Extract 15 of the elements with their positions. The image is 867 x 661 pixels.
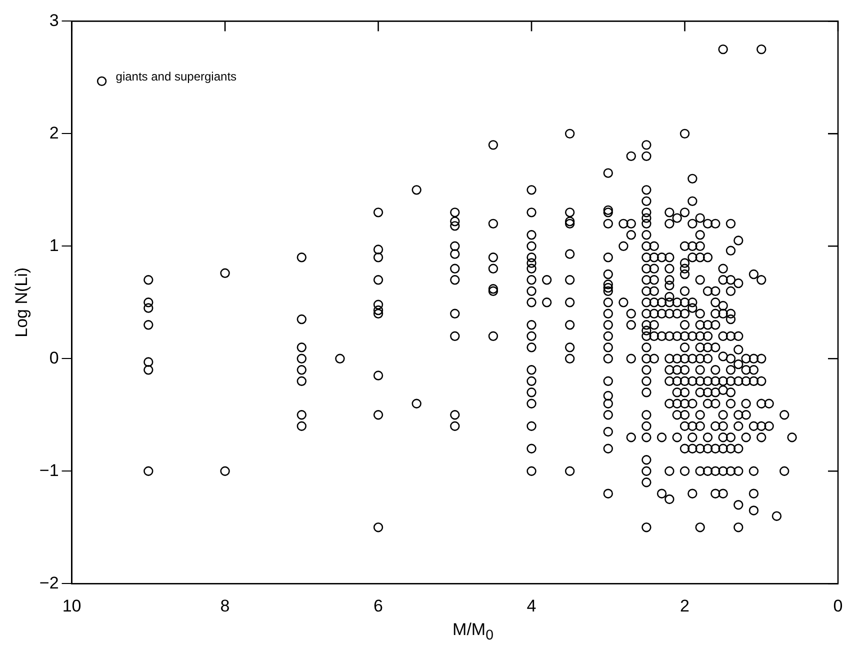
y-axis-title: Log N(Li) — [12, 267, 31, 338]
legend-label: giants and supergiants — [116, 70, 237, 84]
x-axis-title: M/M$_{0}$ — [452, 620, 494, 644]
y-tick-label: 2 — [49, 123, 59, 142]
x-tick-label: 0 — [833, 596, 843, 616]
x-tick-label: 10 — [62, 596, 82, 616]
y-tick-label: −1 — [39, 460, 59, 480]
y-tick-label: −2 — [39, 573, 59, 592]
x-tick-label: 4 — [526, 596, 536, 616]
x-tick-label: 8 — [220, 596, 230, 616]
x-tick-label: 2 — [680, 596, 690, 616]
y-tick-label: 3 — [49, 10, 59, 30]
x-tick-label: 6 — [374, 596, 384, 616]
y-tick-label: 0 — [49, 348, 59, 368]
y-tick-label: 1 — [49, 236, 59, 255]
